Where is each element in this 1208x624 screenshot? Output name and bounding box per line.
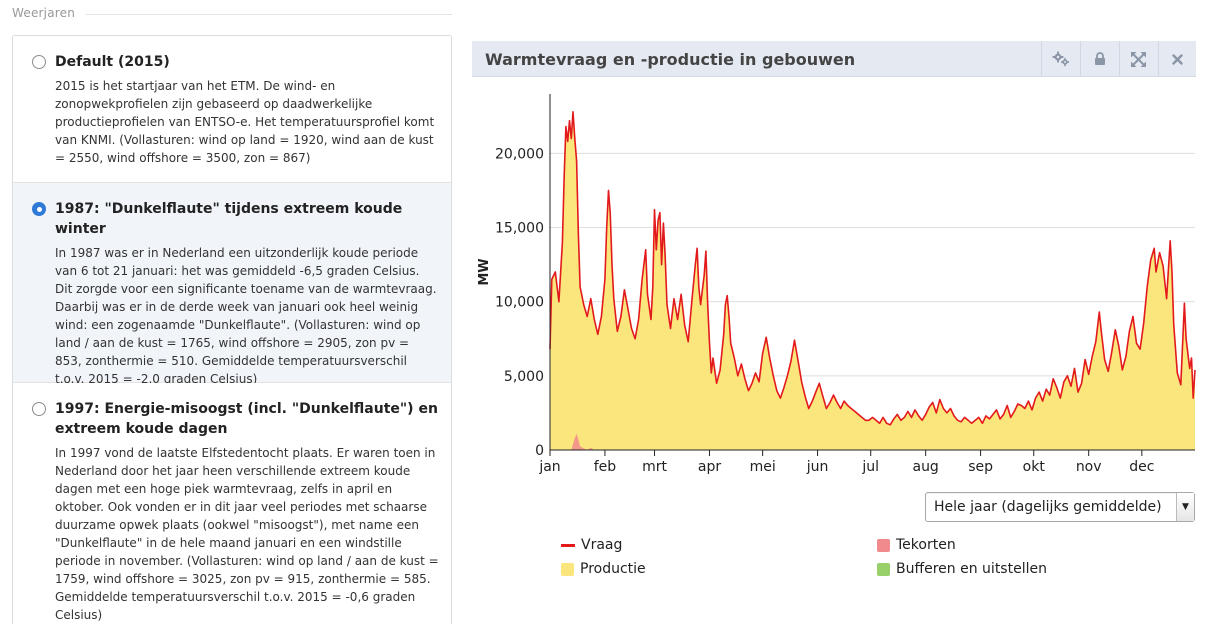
- x-tick-label: okt: [1023, 459, 1046, 475]
- lock-icon: [1094, 52, 1106, 66]
- close-button[interactable]: [1158, 41, 1196, 77]
- x-axis-ticks: jan feb mrt apr mei jun jul aug sep okt nov dec: [538, 450, 1154, 475]
- x-tick-label: jan: [538, 459, 560, 475]
- option-title: 1997: Energie-misoogst (incl. "Dunkelfla…: [55, 401, 438, 437]
- period-select[interactable]: Hele jaar (dagelijks gemiddelde) ▼: [925, 492, 1195, 522]
- settings-icon: [1052, 51, 1070, 67]
- y-tick-label: 15,000: [495, 221, 544, 237]
- option-1997[interactable]: 1997: Energie-misoogst (incl. "Dunkelfla…: [13, 383, 451, 624]
- chevron-down-icon[interactable]: ▼: [1176, 493, 1194, 521]
- series-area-tekorten: [571, 433, 595, 450]
- x-tick-label: jun: [806, 459, 829, 475]
- legend-item-productie[interactable]: Productie: [561, 561, 646, 577]
- y-tick-label: 10,000: [495, 295, 544, 311]
- legend-swatch-vraag: [561, 543, 575, 547]
- legend-swatch-bufferen: [877, 562, 890, 576]
- option-title: 1987: "Dunkelflaute" tijdens extreem kou…: [55, 201, 403, 237]
- legend-item-tekorten[interactable]: Tekorten: [877, 537, 956, 553]
- option-description: In 1987 was er in Nederland een uitzonde…: [55, 246, 437, 386]
- settings-button[interactable]: [1041, 41, 1079, 77]
- y-tick-label: 0: [535, 443, 544, 459]
- series-area-productie: [550, 111, 1195, 451]
- x-tick-label: feb: [594, 459, 617, 475]
- chart-panel-title: Warmtevraag en -productie in gebouwen: [485, 50, 856, 69]
- section-divider: [86, 14, 452, 15]
- option-description: 2015 is het startjaar van het ETM. De wi…: [55, 79, 435, 165]
- radio-button[interactable]: [32, 402, 46, 416]
- expand-button[interactable]: [1119, 41, 1157, 77]
- radio-button-selected[interactable]: [32, 202, 46, 216]
- x-tick-label: mrt: [642, 459, 667, 475]
- chart-panel-header: Warmtevraag en -productie in gebouwen: [472, 41, 1196, 77]
- legend-swatch-tekorten: [877, 538, 890, 552]
- x-tick-label: apr: [698, 459, 721, 475]
- close-icon: [1172, 53, 1183, 65]
- legend-label: Bufferen en uitstellen: [896, 561, 1047, 577]
- legend-item-bufferen[interactable]: Bufferen en uitstellen: [877, 561, 1047, 577]
- y-axis-ticks: 0 5,000 10,000 15,000 20,000: [495, 146, 544, 459]
- y-axis-label: MW: [477, 258, 492, 285]
- legend-item-vraag[interactable]: Vraag: [561, 537, 622, 553]
- radio-button[interactable]: [32, 55, 46, 69]
- chart-areas: [550, 111, 1195, 451]
- x-tick-label: dec: [1129, 459, 1154, 475]
- legend-label: Productie: [580, 561, 646, 577]
- option-description: In 1997 vond de laatste Elfstedentocht p…: [55, 446, 439, 622]
- legend-swatch-productie: [561, 562, 574, 576]
- expand-icon: [1131, 51, 1146, 67]
- x-tick-label: mei: [750, 459, 776, 475]
- x-tick-label: sep: [968, 459, 993, 475]
- y-tick-label: 5,000: [504, 369, 544, 385]
- weather-year-options: Default (2015) 2015 is het startjaar van…: [12, 35, 452, 624]
- legend-label: Vraag: [581, 537, 623, 553]
- x-tick-label: jul: [861, 459, 879, 475]
- x-tick-label: nov: [1076, 459, 1102, 475]
- heat-demand-chart: 0 5,000 10,000 15,000 20,000 jan feb mrt apr mei…: [477, 94, 1196, 475]
- option-1987[interactable]: 1987: "Dunkelflaute" tijdens extreem kou…: [13, 183, 451, 386]
- legend-label: Tekorten: [896, 537, 956, 553]
- series-line-vraag: [549, 111, 1196, 426]
- y-tick-label: 20,000: [495, 146, 544, 162]
- lock-button[interactable]: [1080, 41, 1118, 77]
- period-select-value: Hele jaar (dagelijks gemiddelde): [934, 499, 1162, 515]
- x-tick-label: aug: [912, 459, 938, 475]
- option-default-2015[interactable]: Default (2015) 2015 is het startjaar van…: [13, 36, 451, 183]
- chart-axes: [549, 94, 1195, 451]
- section-title: Weerjaren: [12, 6, 76, 20]
- option-title: Default (2015): [55, 54, 170, 70]
